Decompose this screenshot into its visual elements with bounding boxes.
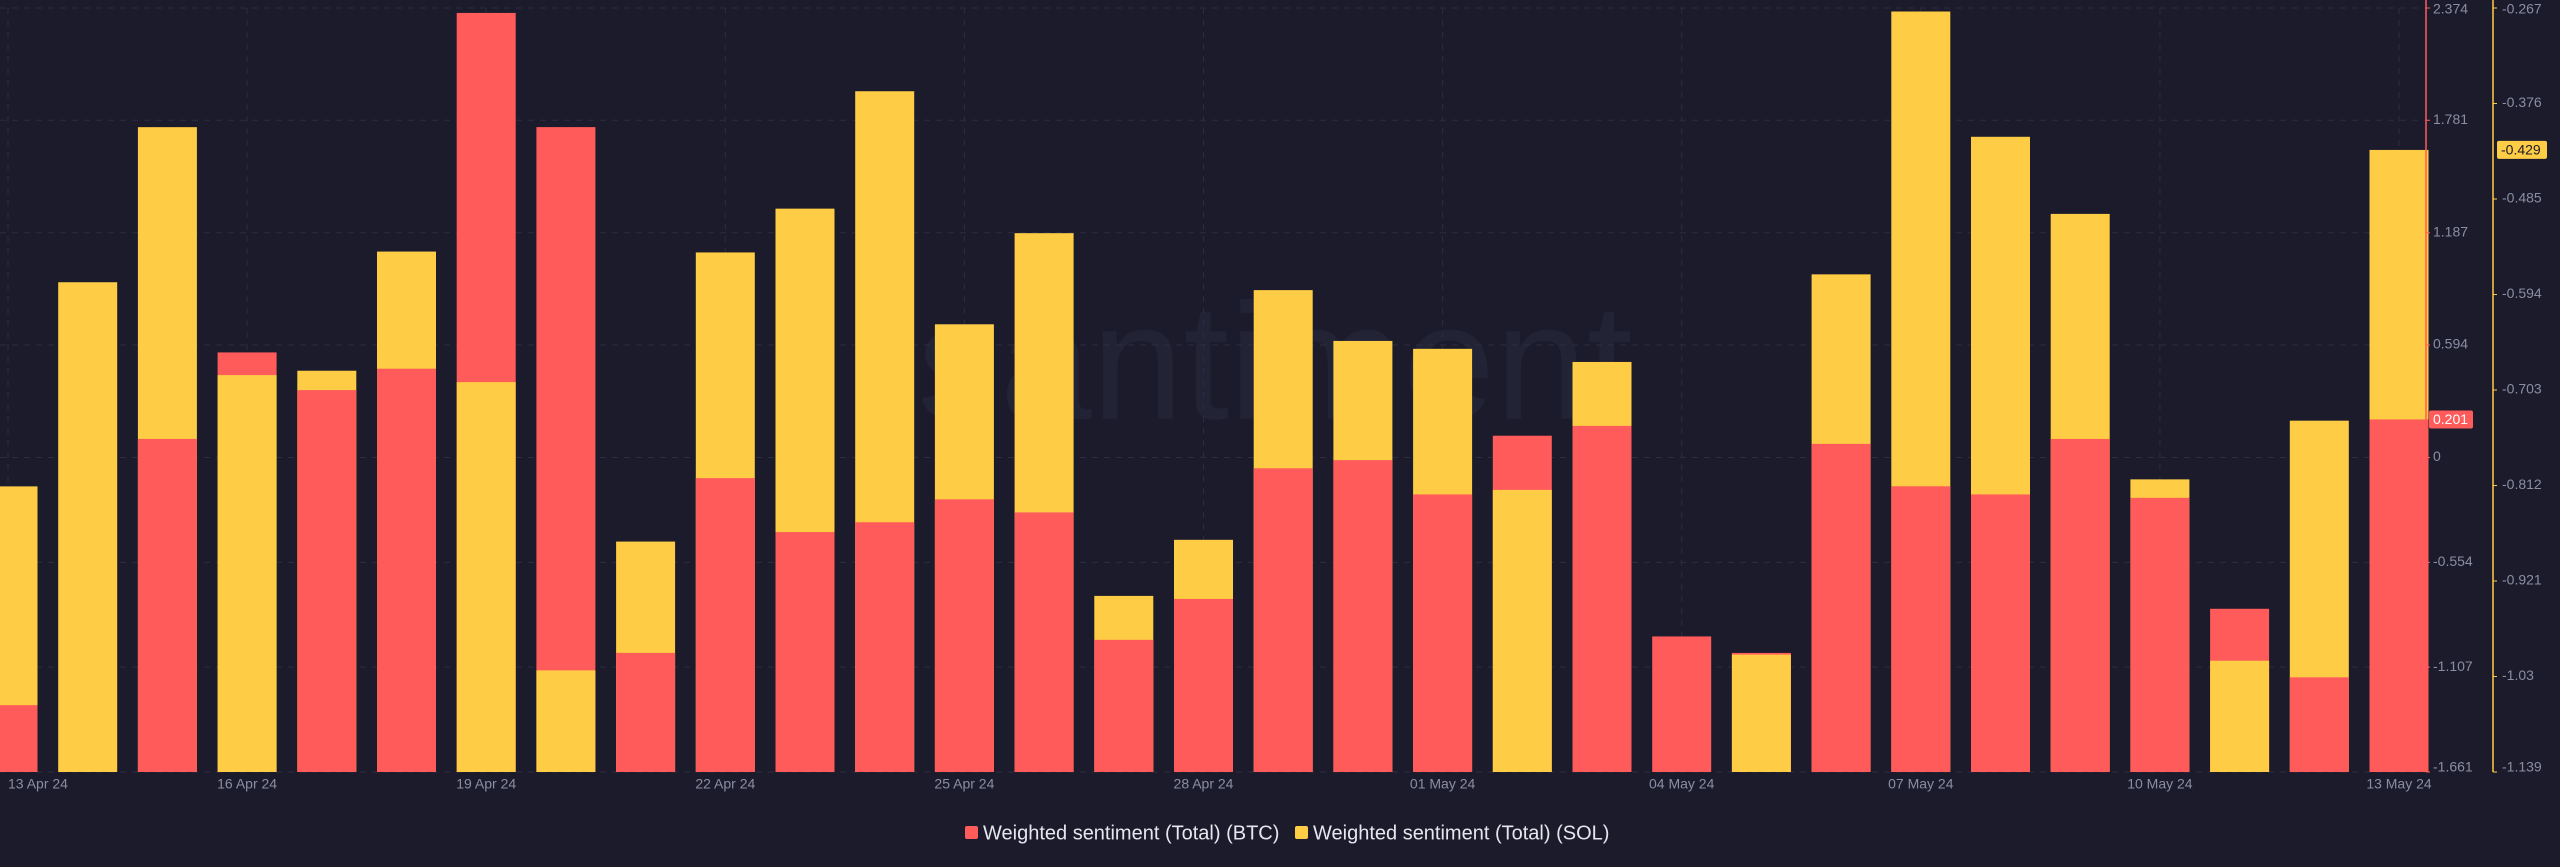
bar: [377, 368, 436, 772]
bar: [217, 375, 277, 772]
y2-tick-label: -0.594: [2502, 285, 2542, 301]
bar: [1333, 460, 1393, 772]
y-tick-label: -1.661: [2433, 759, 2473, 775]
bar: [536, 670, 596, 772]
y-tick-label: 2.374: [2433, 1, 2468, 17]
last-value-badge: [2429, 410, 2473, 429]
y2-tick-label: -0.376: [2502, 94, 2542, 110]
y-tick-label: 1.187: [2433, 223, 2468, 239]
bar: [2050, 438, 2110, 772]
y-tick-label: -1.107: [2433, 658, 2473, 674]
y2-tick-label: -0.267: [2502, 1, 2542, 17]
x-tick-label: 28 Apr 24: [1174, 776, 1234, 792]
y2-tick-label: -0.703: [2502, 381, 2542, 397]
y2-tick-label: -0.812: [2502, 476, 2542, 492]
bar: [297, 390, 357, 772]
bar: [1174, 598, 1233, 772]
x-tick-label: 25 Apr 24: [934, 776, 994, 792]
legend-swatch: [965, 826, 978, 839]
y-tick-label: 0.594: [2433, 336, 2468, 352]
bar: [775, 532, 835, 772]
x-tick-label: 13 May 24: [2366, 776, 2432, 792]
y2-tick-label: -0.921: [2502, 572, 2542, 588]
bar: [137, 438, 197, 772]
legend-label: Weighted sentiment (Total) (BTC): [983, 822, 1279, 844]
bar: [0, 705, 38, 772]
bar: [1891, 486, 1951, 772]
bar: [456, 382, 516, 772]
y2-tick-label: -1.139: [2502, 759, 2542, 775]
bar: [536, 127, 596, 772]
bar: [1094, 639, 1154, 772]
bar: [1731, 654, 1791, 772]
legend-swatch: [1295, 826, 1308, 839]
y-tick-label: 0: [2433, 448, 2441, 464]
y-tick-label: 1.781: [2433, 111, 2468, 127]
x-tick-label: 22 Apr 24: [695, 776, 755, 792]
bar: [58, 282, 118, 772]
bar: [1811, 443, 1871, 772]
bar: [934, 499, 994, 772]
bar: [1413, 494, 1473, 772]
x-tick-label: 04 May 24: [1649, 776, 1715, 792]
y2-tick-label: -1.03: [2502, 667, 2534, 683]
x-tick-label: 01 May 24: [1410, 776, 1476, 792]
x-tick-label: 07 May 24: [1888, 776, 1954, 792]
bar: [2210, 660, 2270, 772]
bar: [2369, 419, 2429, 772]
legend-label: Weighted sentiment (Total) (SOL): [1313, 822, 1609, 844]
x-tick-label: 19 Apr 24: [456, 776, 516, 792]
x-tick-label: 10 May 24: [2127, 776, 2193, 792]
bar: [1971, 494, 2030, 772]
bar: [1652, 636, 1712, 772]
x-tick-label: 13 Apr 24: [8, 776, 68, 792]
x-tick-label: 16 Apr 24: [217, 776, 277, 792]
bar: [1492, 489, 1552, 772]
bar: [1253, 468, 1313, 772]
bar: [2289, 677, 2349, 772]
bar: [695, 478, 755, 772]
bar: [2130, 497, 2190, 772]
last-value-badge: [2497, 140, 2547, 159]
y-tick-label: -0.554: [2433, 553, 2473, 569]
last-value-label: -0.429: [2501, 142, 2541, 158]
bar: [1014, 512, 1074, 772]
bar: [855, 522, 915, 772]
y2-tick-label: -0.485: [2502, 190, 2542, 206]
last-value-label: 0.201: [2433, 411, 2468, 427]
bar: [1572, 425, 1632, 772]
bar: [616, 652, 676, 772]
